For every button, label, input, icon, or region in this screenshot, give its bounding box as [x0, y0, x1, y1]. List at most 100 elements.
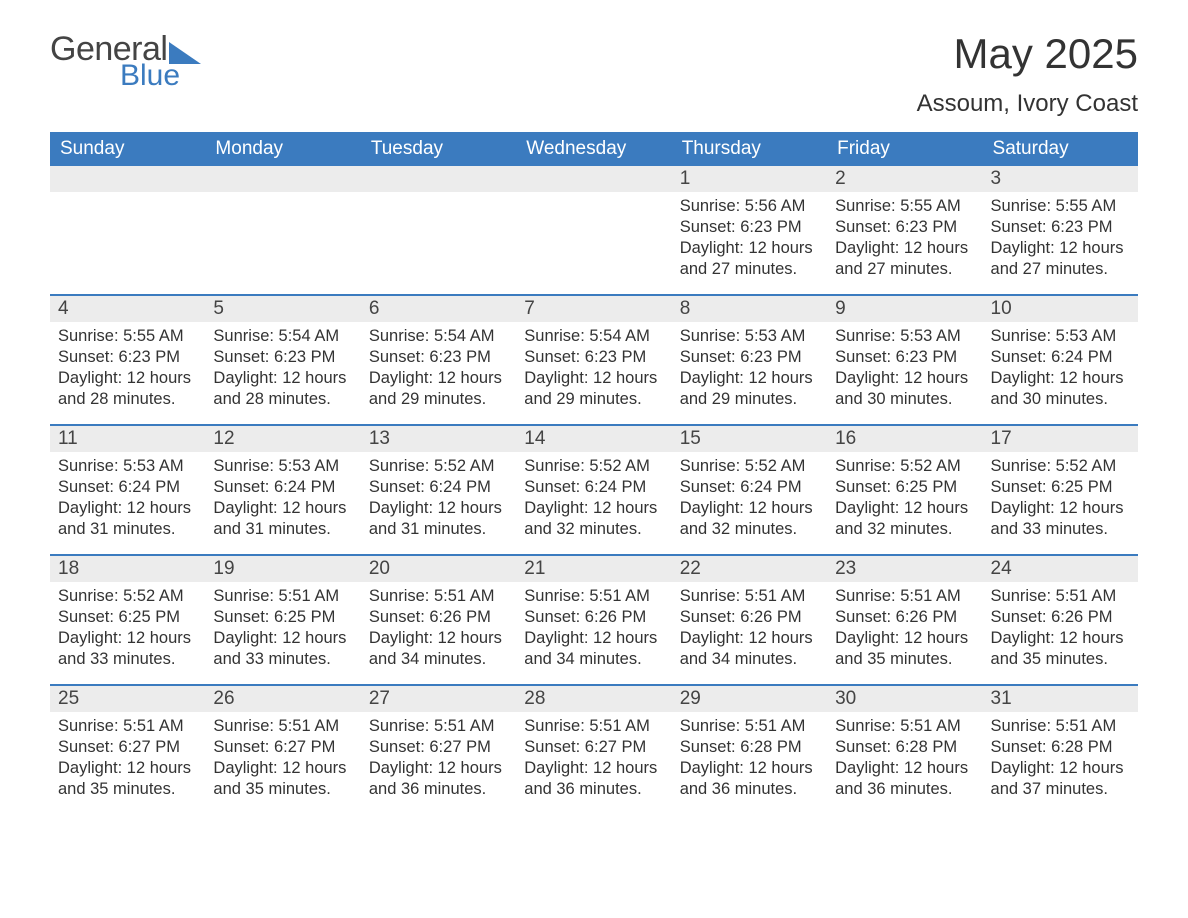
day-details: Sunrise: 5:51 AMSunset: 6:25 PMDaylight:…: [205, 582, 360, 678]
day-number: 23: [827, 556, 982, 582]
day-details: Sunrise: 5:51 AMSunset: 6:27 PMDaylight:…: [205, 712, 360, 808]
day-number: 27: [361, 686, 516, 712]
day-cell: 7Sunrise: 5:54 AMSunset: 6:23 PMDaylight…: [516, 296, 671, 424]
day-cell: 8Sunrise: 5:53 AMSunset: 6:23 PMDaylight…: [672, 296, 827, 424]
weekday-header: Wednesday: [516, 132, 671, 166]
day-number: 7: [516, 296, 671, 322]
day-details: Sunrise: 5:53 AMSunset: 6:24 PMDaylight:…: [983, 322, 1138, 418]
weekday-header: Thursday: [672, 132, 827, 166]
day-cell: 2Sunrise: 5:55 AMSunset: 6:23 PMDaylight…: [827, 166, 982, 294]
day-number: 17: [983, 426, 1138, 452]
day-cell: 21Sunrise: 5:51 AMSunset: 6:26 PMDayligh…: [516, 556, 671, 684]
week-row: 11Sunrise: 5:53 AMSunset: 6:24 PMDayligh…: [50, 424, 1138, 554]
day-number: 3: [983, 166, 1138, 192]
day-cell: 18Sunrise: 5:52 AMSunset: 6:25 PMDayligh…: [50, 556, 205, 684]
day-number: 10: [983, 296, 1138, 322]
day-details: Sunrise: 5:52 AMSunset: 6:24 PMDaylight:…: [361, 452, 516, 548]
day-number: 6: [361, 296, 516, 322]
day-cell: 20Sunrise: 5:51 AMSunset: 6:26 PMDayligh…: [361, 556, 516, 684]
week-row: 4Sunrise: 5:55 AMSunset: 6:23 PMDaylight…: [50, 294, 1138, 424]
day-cell: [50, 166, 205, 294]
day-cell: 14Sunrise: 5:52 AMSunset: 6:24 PMDayligh…: [516, 426, 671, 554]
day-details: Sunrise: 5:51 AMSunset: 6:26 PMDaylight:…: [983, 582, 1138, 678]
day-number: 2: [827, 166, 982, 192]
day-cell: 12Sunrise: 5:53 AMSunset: 6:24 PMDayligh…: [205, 426, 360, 554]
day-details: Sunrise: 5:51 AMSunset: 6:26 PMDaylight:…: [827, 582, 982, 678]
day-number: 19: [205, 556, 360, 582]
day-cell: 28Sunrise: 5:51 AMSunset: 6:27 PMDayligh…: [516, 686, 671, 814]
day-cell: 24Sunrise: 5:51 AMSunset: 6:26 PMDayligh…: [983, 556, 1138, 684]
day-number: 14: [516, 426, 671, 452]
day-details: Sunrise: 5:51 AMSunset: 6:26 PMDaylight:…: [516, 582, 671, 678]
day-cell: 3Sunrise: 5:55 AMSunset: 6:23 PMDaylight…: [983, 166, 1138, 294]
day-details: Sunrise: 5:53 AMSunset: 6:23 PMDaylight:…: [672, 322, 827, 418]
day-number: 25: [50, 686, 205, 712]
week-row: 25Sunrise: 5:51 AMSunset: 6:27 PMDayligh…: [50, 684, 1138, 814]
day-number: [50, 166, 205, 192]
day-cell: [516, 166, 671, 294]
day-cell: 1Sunrise: 5:56 AMSunset: 6:23 PMDaylight…: [672, 166, 827, 294]
day-number: 21: [516, 556, 671, 582]
day-cell: 23Sunrise: 5:51 AMSunset: 6:26 PMDayligh…: [827, 556, 982, 684]
day-details: Sunrise: 5:51 AMSunset: 6:27 PMDaylight:…: [361, 712, 516, 808]
day-number: 31: [983, 686, 1138, 712]
day-number: 20: [361, 556, 516, 582]
location-subtitle: Assoum, Ivory Coast: [917, 90, 1138, 118]
day-number: 13: [361, 426, 516, 452]
day-number: [361, 166, 516, 192]
day-number: 15: [672, 426, 827, 452]
day-details: Sunrise: 5:54 AMSunset: 6:23 PMDaylight:…: [205, 322, 360, 418]
day-details: Sunrise: 5:52 AMSunset: 6:25 PMDaylight:…: [983, 452, 1138, 548]
day-cell: 11Sunrise: 5:53 AMSunset: 6:24 PMDayligh…: [50, 426, 205, 554]
day-details: Sunrise: 5:53 AMSunset: 6:24 PMDaylight:…: [50, 452, 205, 548]
day-number: 29: [672, 686, 827, 712]
day-cell: 19Sunrise: 5:51 AMSunset: 6:25 PMDayligh…: [205, 556, 360, 684]
day-details: Sunrise: 5:51 AMSunset: 6:26 PMDaylight:…: [361, 582, 516, 678]
day-number: 5: [205, 296, 360, 322]
day-number: 1: [672, 166, 827, 192]
day-cell: 15Sunrise: 5:52 AMSunset: 6:24 PMDayligh…: [672, 426, 827, 554]
day-details: Sunrise: 5:52 AMSunset: 6:25 PMDaylight:…: [50, 582, 205, 678]
weekday-header-row: SundayMondayTuesdayWednesdayThursdayFrid…: [50, 132, 1138, 166]
day-details: Sunrise: 5:51 AMSunset: 6:26 PMDaylight:…: [672, 582, 827, 678]
day-details: Sunrise: 5:55 AMSunset: 6:23 PMDaylight:…: [983, 192, 1138, 288]
day-cell: 17Sunrise: 5:52 AMSunset: 6:25 PMDayligh…: [983, 426, 1138, 554]
brand-logo: General Blue: [50, 30, 201, 93]
day-details: Sunrise: 5:56 AMSunset: 6:23 PMDaylight:…: [672, 192, 827, 288]
week-row: 1Sunrise: 5:56 AMSunset: 6:23 PMDaylight…: [50, 166, 1138, 294]
day-cell: 6Sunrise: 5:54 AMSunset: 6:23 PMDaylight…: [361, 296, 516, 424]
day-details: Sunrise: 5:55 AMSunset: 6:23 PMDaylight:…: [50, 322, 205, 418]
day-cell: 22Sunrise: 5:51 AMSunset: 6:26 PMDayligh…: [672, 556, 827, 684]
day-cell: 9Sunrise: 5:53 AMSunset: 6:23 PMDaylight…: [827, 296, 982, 424]
day-details: Sunrise: 5:54 AMSunset: 6:23 PMDaylight:…: [516, 322, 671, 418]
day-details: Sunrise: 5:52 AMSunset: 6:25 PMDaylight:…: [827, 452, 982, 548]
calendar-grid: SundayMondayTuesdayWednesdayThursdayFrid…: [50, 132, 1138, 814]
day-details: Sunrise: 5:51 AMSunset: 6:27 PMDaylight:…: [516, 712, 671, 808]
day-number: 30: [827, 686, 982, 712]
day-number: 16: [827, 426, 982, 452]
day-number: 8: [672, 296, 827, 322]
day-cell: [205, 166, 360, 294]
day-details: Sunrise: 5:53 AMSunset: 6:24 PMDaylight:…: [205, 452, 360, 548]
weekday-header: Tuesday: [361, 132, 516, 166]
day-number: 26: [205, 686, 360, 712]
day-number: 18: [50, 556, 205, 582]
day-number: 24: [983, 556, 1138, 582]
day-details: Sunrise: 5:54 AMSunset: 6:23 PMDaylight:…: [361, 322, 516, 418]
day-details: Sunrise: 5:51 AMSunset: 6:28 PMDaylight:…: [672, 712, 827, 808]
day-details: Sunrise: 5:52 AMSunset: 6:24 PMDaylight:…: [672, 452, 827, 548]
day-number: 28: [516, 686, 671, 712]
weekday-header: Monday: [205, 132, 360, 166]
day-details: Sunrise: 5:51 AMSunset: 6:28 PMDaylight:…: [827, 712, 982, 808]
month-title: May 2025: [917, 30, 1138, 78]
day-cell: 13Sunrise: 5:52 AMSunset: 6:24 PMDayligh…: [361, 426, 516, 554]
day-cell: 4Sunrise: 5:55 AMSunset: 6:23 PMDaylight…: [50, 296, 205, 424]
day-number: [516, 166, 671, 192]
day-number: 22: [672, 556, 827, 582]
day-number: [205, 166, 360, 192]
day-details: Sunrise: 5:53 AMSunset: 6:23 PMDaylight:…: [827, 322, 982, 418]
weekday-header: Friday: [827, 132, 982, 166]
day-cell: 5Sunrise: 5:54 AMSunset: 6:23 PMDaylight…: [205, 296, 360, 424]
day-details: Sunrise: 5:51 AMSunset: 6:28 PMDaylight:…: [983, 712, 1138, 808]
day-cell: 30Sunrise: 5:51 AMSunset: 6:28 PMDayligh…: [827, 686, 982, 814]
